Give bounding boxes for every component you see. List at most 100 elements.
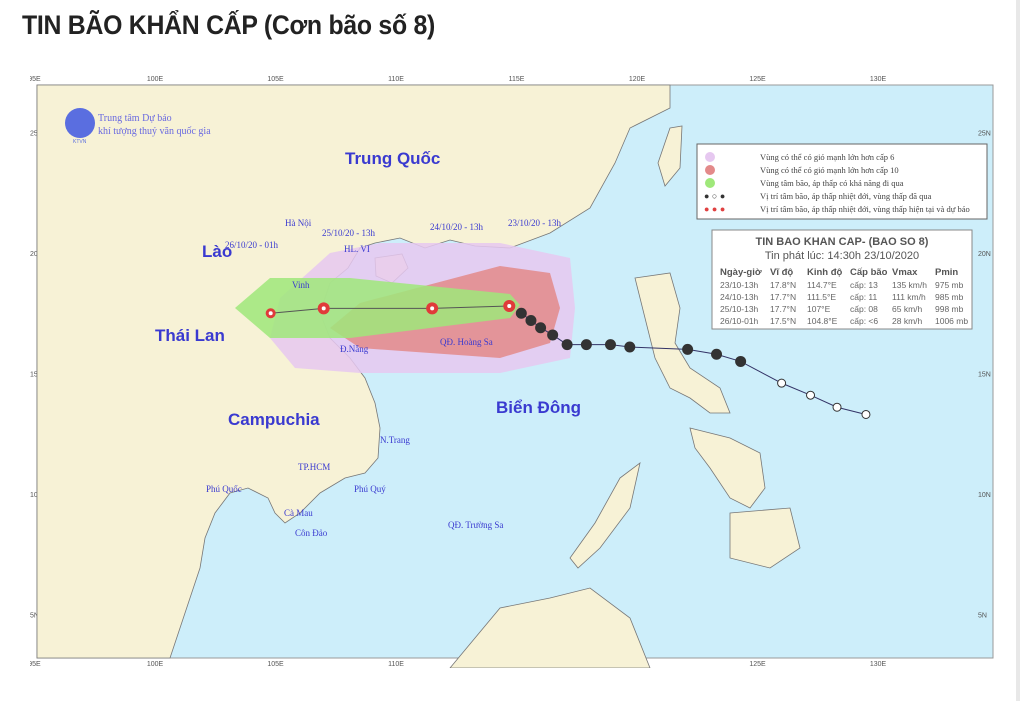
past-storm-icon: [535, 322, 547, 334]
storm-eye-icon: [268, 311, 273, 316]
lat-tick-label: 15N: [978, 372, 991, 379]
storm-eye-icon: [430, 306, 435, 311]
borneo: [449, 587, 651, 668]
storm-eye-icon: [507, 304, 512, 309]
map-graticule: 95E95E100E100E105E105E110E110E115E115E12…: [30, 76, 991, 668]
bulletin-cell: cấp: 13: [850, 280, 878, 290]
past-storm-icon: [711, 348, 723, 360]
lon-tick-label: 110E: [388, 76, 404, 83]
lat-tick-label: 10N: [978, 492, 991, 499]
bulletin-cell: 26/10-01h: [720, 316, 759, 326]
bulletin-cell: 17.7°N: [770, 292, 796, 302]
bulletin-cell: 17.5°N: [770, 316, 796, 326]
legend-item: Vùng tâm bão, áp thấp có khả năng đi qua: [760, 178, 904, 188]
lon-tick-label: 120E: [629, 76, 646, 83]
bulletin-cell: 25/10-13h: [720, 304, 759, 314]
bulletin-table: Ngày-giờ Vĩ độ Kinh độ Cấp bão Vmax Pmin 23/10…: [720, 267, 968, 326]
bulletin-cell: cấp: <6: [850, 316, 878, 326]
bulletin-cell: 114.7°E: [807, 280, 837, 290]
bulletin-cell: 24/10-13h: [720, 292, 759, 302]
bulletin-header: Cấp bão: [850, 267, 888, 278]
place-truongsa: QĐ. Trường Sa: [448, 520, 503, 530]
place-camau: Cà Mau: [284, 508, 313, 518]
svg-text:● ○ ●: ● ○ ●: [704, 191, 725, 201]
bulletin-cell: 23/10-13h: [720, 280, 759, 290]
bulletin-cell: 135 km/h: [892, 280, 927, 290]
lat-tick-label: 5N: [978, 613, 987, 620]
place-phuquoc: Phú Quốc: [206, 484, 242, 494]
bulletin-header: Pmin: [935, 267, 958, 278]
lon-tick-label: 130E: [870, 76, 887, 83]
bulletin-cell: cấp: 11: [850, 292, 878, 302]
bulletin-cell: cấp: 08: [850, 304, 878, 314]
past-storm-icon: [580, 339, 592, 351]
bulletin-header: Vmax: [892, 267, 918, 278]
bulletin-cell: 107°E: [807, 304, 831, 314]
label-bien-dong: Biển Đông: [496, 398, 581, 417]
bulletin-header: Vĩ độ: [770, 267, 793, 278]
past-storm-icon: [547, 329, 559, 341]
lon-tick-label: 95E: [30, 76, 41, 83]
place-hcm: TP.HCM: [298, 462, 330, 472]
label-china: Trung Quốc: [345, 149, 440, 168]
svg-text:● ● ●: ● ● ●: [704, 204, 725, 214]
map-legend: ● ○ ● ● ● ● Vùng có thể có gió mạnh lớn …: [696, 143, 988, 220]
past-depression-icon: [806, 390, 816, 400]
past-storm-icon: [561, 339, 573, 351]
lat-tick-label: 15N: [30, 372, 43, 379]
bulletin-cell: 17.8°N: [770, 280, 796, 290]
storm-map: 95E95E100E100E105E105E110E110E115E115E12…: [30, 76, 994, 668]
bulletin-header: Ngày-giờ: [720, 267, 762, 278]
past-storm-icon: [624, 341, 636, 353]
logo-line2: khí tượng thuỷ văn quốc gia: [98, 126, 211, 137]
logo-line1: Trung tâm Dự báo: [98, 113, 172, 124]
bulletin-title: TIN BAO KHAN CAP- (BAO SO 8): [756, 236, 929, 248]
lon-tick-label: 105E: [267, 76, 284, 83]
lon-tick-label: 105E: [267, 661, 284, 668]
label-thailand: Thái Lan: [155, 326, 225, 345]
past-storm-icon: [604, 339, 616, 351]
bulletin-cell: 17.7°N: [770, 304, 796, 314]
track-label-2510: 25/10/20 - 13h: [322, 228, 375, 238]
label-cambodia: Campuchia: [228, 410, 320, 429]
nchmf-logo: KTVN: [65, 108, 95, 145]
bulletin-box: TIN BAO KHAN CAP- (BAO SO 8) Tin phát lú…: [711, 229, 973, 330]
past-storm-icon: [525, 314, 537, 326]
lat-tick-label: 20N: [978, 251, 991, 258]
storm-eye-icon: [321, 306, 326, 311]
bulletin-header: Kinh độ: [807, 267, 843, 278]
bulletin-cell: 1006 mb: [935, 316, 968, 326]
place-condao: Côn Đảo: [295, 528, 328, 538]
past-storm-icon: [515, 307, 527, 319]
bulletin-cell: 28 km/h: [892, 316, 923, 326]
bulletin-cell: 65 km/h: [892, 304, 923, 314]
past-storm-icon: [682, 343, 694, 355]
place-phuquy: Phú Quý: [354, 484, 386, 494]
past-storm-icon: [735, 355, 747, 367]
article-title: TIN BÃO KHẨN CẤP (Cơn bão số 8): [22, 10, 436, 40]
past-depression-icon: [861, 409, 871, 419]
place-vinh: Vinh: [292, 280, 310, 290]
legend-item: Vùng có thể có gió mạnh lớn hơn cấp 6: [760, 152, 894, 162]
track-label-2610: 26/10/20 - 01h: [225, 240, 278, 250]
lon-tick-label: 115E: [509, 76, 525, 83]
legend-item: Vị trí tâm bão, áp thấp nhiệt đới, vùng …: [760, 204, 970, 214]
place-danang: Đ.Nẵng: [340, 344, 369, 354]
lat-tick-label: 5N: [30, 613, 39, 620]
lat-tick-label: 25N: [978, 131, 991, 138]
past-depression-icon: [777, 378, 787, 388]
place-hoangsa: QĐ. Hoàng Sa: [440, 337, 493, 347]
scrollbar[interactable]: [1016, 0, 1020, 701]
lat-tick-label: 25N: [30, 131, 43, 138]
luzon-island: [634, 272, 731, 414]
label-laos: Lào: [202, 242, 232, 261]
lat-tick-label: 20N: [30, 251, 43, 258]
svg-text:KTVN: KTVN: [73, 139, 87, 145]
forecast-track-line: [270, 305, 510, 314]
bulletin-cell: 111 km/h: [892, 292, 926, 302]
bulletin-issued: Tin phát lúc: 14:30h 23/10/2020: [765, 250, 919, 262]
place-hanoi: Hà Nội: [285, 218, 312, 228]
lon-tick-label: 125E: [749, 76, 766, 83]
storm-track: [265, 300, 871, 419]
lon-tick-label: 100E: [147, 661, 164, 668]
